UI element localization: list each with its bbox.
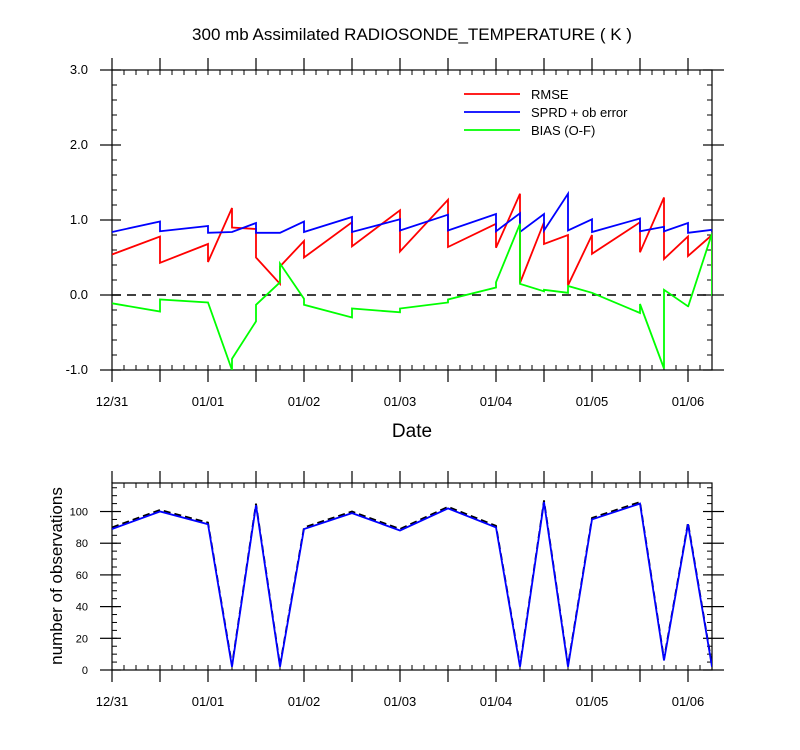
top-panel: 300 mb Assimilated RADIOSONDE_TEMPERATUR… xyxy=(66,25,724,442)
y-tick-label: 20 xyxy=(76,633,88,645)
x-tick-label: 01/04 xyxy=(480,694,513,709)
x-tick-label: 12/31 xyxy=(96,694,129,709)
top-x-axis-label: Date xyxy=(392,421,432,442)
y-tick-label: 100 xyxy=(70,507,88,519)
y-tick-label: 60 xyxy=(76,570,88,582)
x-tick-label: 01/03 xyxy=(384,694,417,709)
top-y-tick-labels: -1.0 0.0 1.0 2.0 3.0 xyxy=(66,62,88,377)
x-tick-label: 01/05 xyxy=(576,394,609,409)
y-tick-label: 40 xyxy=(76,602,88,614)
y-tick-label: -1.0 xyxy=(66,362,88,377)
y-tick-label: 0 xyxy=(82,665,88,677)
bottom-y-tick-labels: 0 20 40 60 80 100 xyxy=(70,507,88,677)
top-x-tick-labels: 12/31 01/01 01/02 01/03 01/04 01/05 01/06 xyxy=(96,394,705,409)
bottom-minor-ticks xyxy=(111,483,713,671)
series-line-bias-o-f xyxy=(112,223,712,370)
x-tick-label: 01/04 xyxy=(480,394,513,409)
legend: RMSE SPRD + ob error BIAS (O-F) xyxy=(464,87,628,138)
x-tick-label: 01/06 xyxy=(672,694,705,709)
y-tick-label: 3.0 xyxy=(70,62,88,77)
y-tick-label: 2.0 xyxy=(70,137,88,152)
bottom-series xyxy=(112,500,712,667)
x-tick-label: 12/31 xyxy=(96,394,129,409)
top-series xyxy=(112,190,712,370)
x-tick-label: 01/03 xyxy=(384,394,417,409)
bottom-panel: 0 20 40 60 80 100 12/31 01/01 01/02 01/03 01/04 01… xyxy=(47,471,724,709)
y-tick-label: 1.0 xyxy=(70,212,88,227)
top-chart-title: 300 mb Assimilated RADIOSONDE_TEMPERATUR… xyxy=(192,25,632,44)
x-tick-label: 01/05 xyxy=(576,694,609,709)
legend-label: RMSE xyxy=(531,87,569,102)
series-line-sprd-ob-error xyxy=(112,190,712,234)
y-tick-label: 0.0 xyxy=(70,287,88,302)
series-line-rmse xyxy=(112,193,712,287)
bottom-x-tick-labels: 12/31 01/01 01/02 01/03 01/04 01/05 01/06 xyxy=(96,694,705,709)
series-line-observations-available xyxy=(112,500,712,666)
x-tick-label: 01/01 xyxy=(192,694,225,709)
y-tick-label: 80 xyxy=(76,538,88,550)
bottom-major-ticks xyxy=(100,471,724,682)
top-major-ticks xyxy=(100,58,724,382)
legend-label: BIAS (O-F) xyxy=(531,123,595,138)
x-tick-label: 01/02 xyxy=(288,694,321,709)
bottom-plot-frame xyxy=(111,482,713,671)
x-tick-label: 01/01 xyxy=(192,394,225,409)
x-tick-label: 01/02 xyxy=(288,394,321,409)
series-line-observations-used xyxy=(112,501,712,667)
legend-label: SPRD + ob error xyxy=(531,105,628,120)
x-tick-label: 01/06 xyxy=(672,394,705,409)
bottom-y-axis-label: number of observations xyxy=(47,487,66,665)
